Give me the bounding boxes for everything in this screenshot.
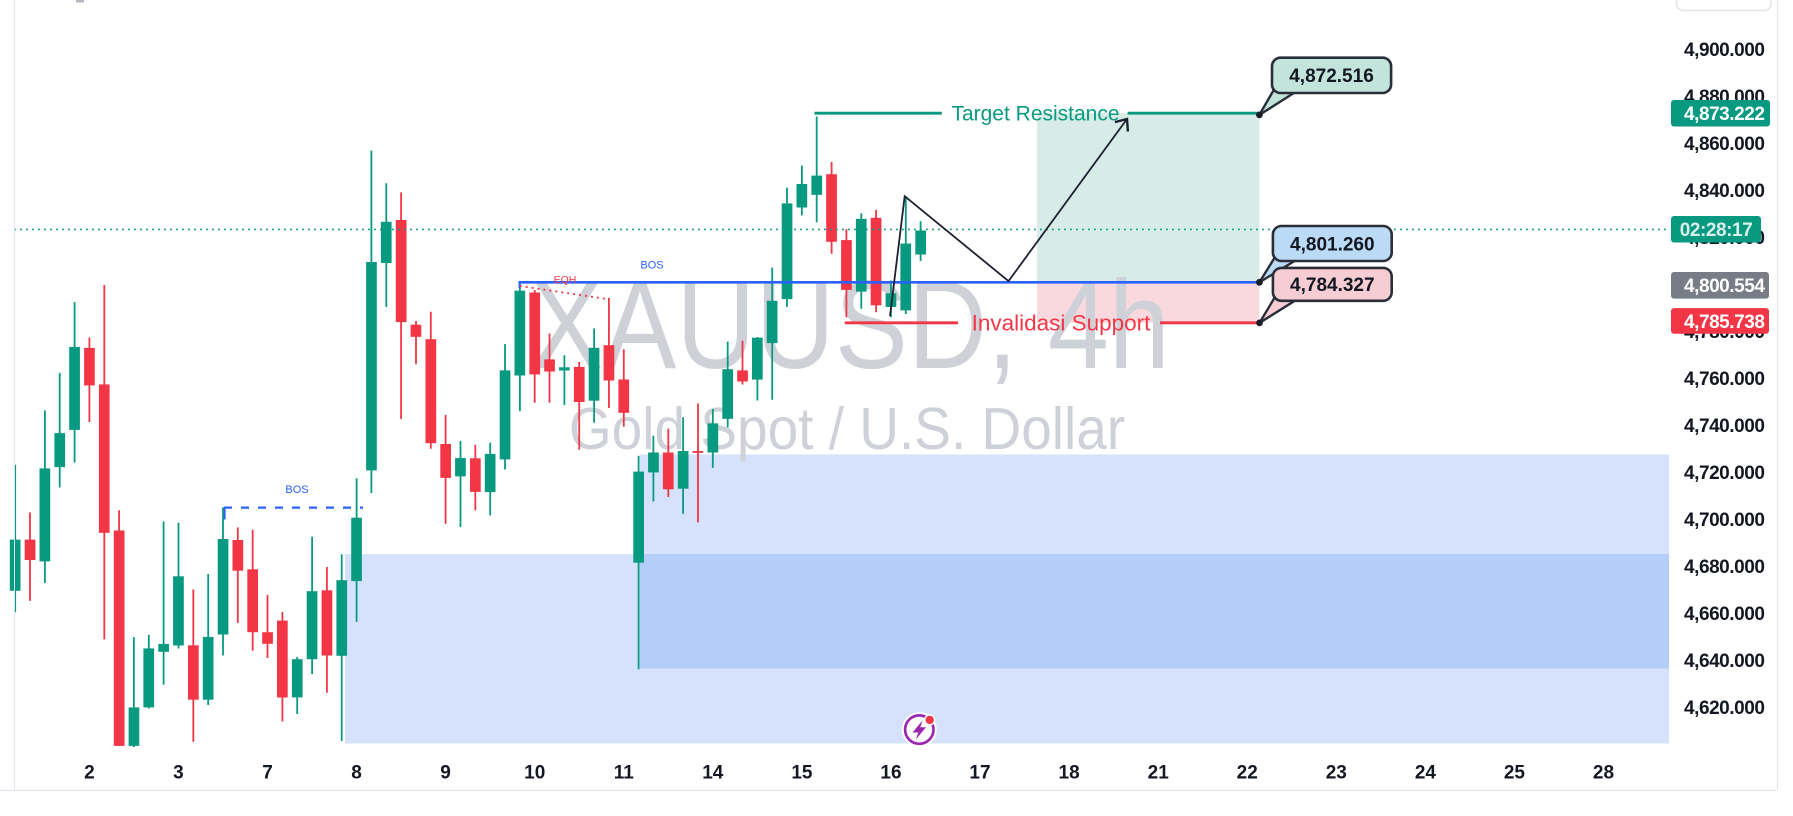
svg-text:8: 8 [351,763,362,784]
svg-text:Target Resistance: Target Resistance [951,103,1119,126]
svg-text:15: 15 [791,763,813,784]
svg-text:16: 16 [880,763,901,784]
svg-text:2: 2 [84,763,95,784]
svg-text:22: 22 [1237,763,1258,784]
svg-text:4,801.260: 4,801.260 [1290,234,1375,255]
svg-text:4,860.000: 4,860.000 [1684,134,1764,155]
svg-text:4,785.738: 4,785.738 [1684,312,1764,333]
svg-text:21: 21 [1148,763,1170,784]
svg-text:4,784.327: 4,784.327 [1290,275,1375,296]
svg-text:28: 28 [1593,763,1614,784]
svg-text:Invalidasi Support: Invalidasi Support [972,310,1152,335]
svg-text:18: 18 [1059,763,1080,784]
svg-text:14: 14 [702,763,724,784]
svg-text:11: 11 [614,763,635,784]
svg-text:4,840.000: 4,840.000 [1684,181,1764,202]
svg-text:17: 17 [969,763,990,784]
svg-text:4,700.000: 4,700.000 [1684,510,1764,531]
svg-text:BOS: BOS [640,260,663,272]
svg-text:EQH: EQH [554,274,577,286]
svg-text:25: 25 [1504,763,1526,784]
svg-text:4,800.554: 4,800.554 [1684,276,1765,297]
svg-text:23: 23 [1326,763,1347,784]
svg-text:4,640.000: 4,640.000 [1684,651,1764,672]
svg-text:9: 9 [440,763,451,784]
svg-text:4,873.222: 4,873.222 [1684,104,1764,125]
svg-text:BOS: BOS [285,484,308,496]
svg-text:10: 10 [524,763,545,784]
svg-text:4,760.000: 4,760.000 [1684,369,1764,390]
svg-text:4,620.000: 4,620.000 [1684,698,1764,719]
svg-text:4,740.000: 4,740.000 [1684,416,1764,437]
svg-text:4,872.516: 4,872.516 [1289,66,1374,87]
svg-text:Gold Spot / U.S. Dollar: Gold Spot / U.S. Dollar [569,396,1125,462]
svg-text:4,720.000: 4,720.000 [1684,463,1764,484]
svg-text:4,660.000: 4,660.000 [1684,604,1764,625]
svg-text:7: 7 [262,763,273,784]
svg-text:24: 24 [1415,763,1437,784]
svg-text:4,680.000: 4,680.000 [1684,557,1764,578]
svg-text:02:28:17: 02:28:17 [1680,220,1752,241]
svg-text:4,900.000: 4,900.000 [1684,40,1764,61]
svg-text:3: 3 [173,763,184,784]
